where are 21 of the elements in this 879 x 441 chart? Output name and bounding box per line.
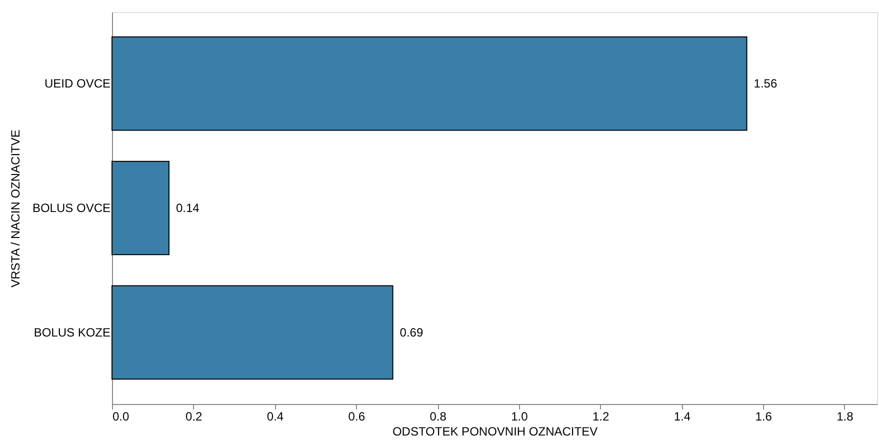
x-tick-label: 0.0 [112, 410, 130, 424]
y-tick-label: BOLUS OVCE [32, 201, 110, 215]
bar [112, 285, 394, 380]
data-label: 1.56 [754, 76, 778, 91]
x-axis-title: ODSTOTEK PONOVNIH OZNACITEV [392, 424, 598, 438]
x-tick-label: 0.8 [430, 410, 447, 424]
y-tick-label: UEID OVCE [44, 76, 110, 91]
x-tick-label: 1.8 [836, 410, 854, 424]
data-label: 0.69 [400, 325, 424, 340]
x-tick-label: 1.2 [592, 410, 610, 424]
data-label: 0.14 [176, 201, 200, 215]
y-tick-label: BOLUS KOZE [34, 325, 110, 340]
y-axis-title: VRSTA / NACIN OZNACITVE [8, 130, 22, 288]
x-tick-label: 1.4 [674, 410, 691, 424]
bar [112, 160, 170, 256]
x-tick-label: 0.6 [348, 410, 366, 424]
bar [112, 36, 748, 131]
x-tick-label: 0.2 [186, 410, 203, 424]
x-tick-label: 1.6 [755, 410, 772, 424]
x-tick-label: 0.4 [266, 410, 284, 424]
x-tick-label: 1.0 [511, 410, 528, 424]
